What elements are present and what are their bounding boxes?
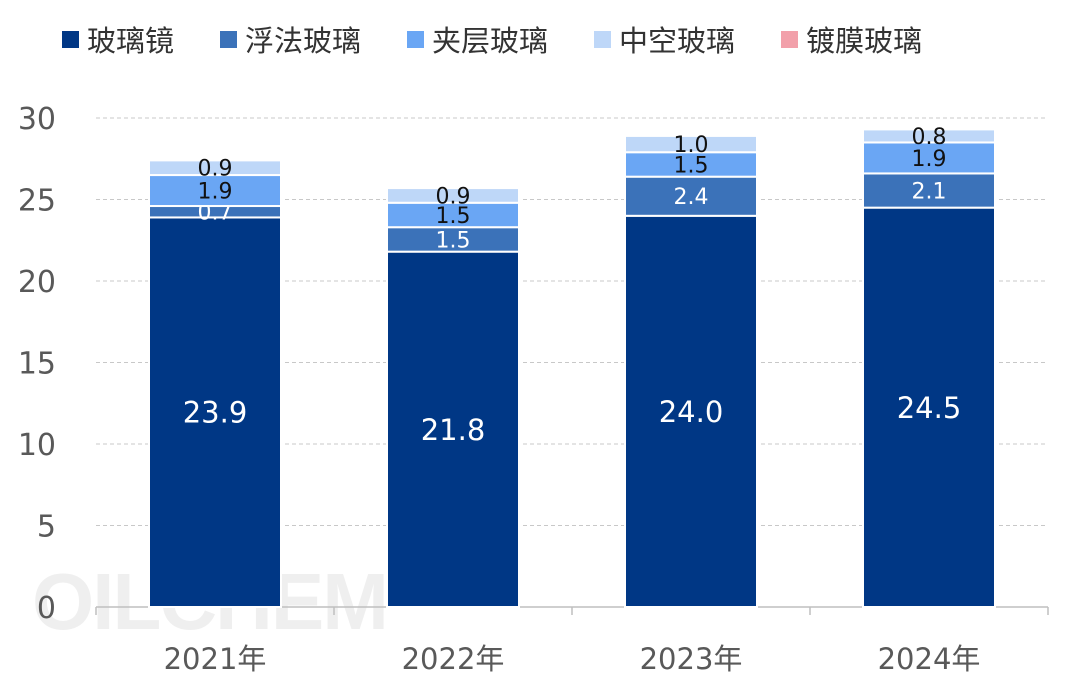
y-tick-label: 20 bbox=[18, 265, 56, 300]
data-label: 1.9 bbox=[912, 147, 947, 172]
bar-segment bbox=[624, 175, 758, 217]
data-label: 2.1 bbox=[912, 179, 947, 204]
data-label: 0.9 bbox=[436, 184, 471, 209]
data-label: 2.4 bbox=[674, 185, 709, 210]
data-label: 0.8 bbox=[912, 125, 947, 150]
legend-item-float-glass: 浮法玻璃 bbox=[220, 18, 361, 60]
bar-segment bbox=[862, 128, 996, 144]
bar-segment bbox=[624, 134, 758, 154]
data-label: 21.8 bbox=[421, 413, 486, 447]
legend-item-coated-glass: 镀膜玻璃 bbox=[781, 18, 922, 60]
y-tick-label: 30 bbox=[18, 102, 56, 137]
legend-swatch bbox=[62, 30, 79, 48]
y-tick-label: 15 bbox=[18, 347, 56, 382]
data-label: 1.5 bbox=[674, 153, 709, 178]
data-label: 24.5 bbox=[897, 391, 962, 425]
legend-swatch bbox=[781, 30, 799, 48]
bar-segment bbox=[862, 206, 996, 608]
bar-segment bbox=[148, 174, 282, 208]
bar-segment bbox=[148, 159, 282, 177]
data-label: 1.0 bbox=[674, 133, 709, 158]
data-label: 23.9 bbox=[183, 396, 248, 430]
y-tick-label: 10 bbox=[18, 428, 56, 463]
bar-segment bbox=[624, 214, 758, 609]
legend-label: 浮法玻璃 bbox=[245, 24, 362, 58]
legend-swatch bbox=[407, 30, 425, 48]
legend-swatch bbox=[594, 30, 612, 48]
legend-label: 玻璃镜 bbox=[87, 24, 175, 58]
legend-label: 夹层玻璃 bbox=[432, 24, 549, 58]
bar-segment bbox=[386, 226, 520, 253]
data-label: 1.9 bbox=[198, 179, 233, 204]
y-tick-label: 0 bbox=[37, 591, 56, 626]
y-tick-label: 5 bbox=[37, 510, 56, 545]
legend-swatch bbox=[220, 30, 238, 48]
data-label: 24.0 bbox=[659, 395, 724, 429]
x-tick-label: 2024年 bbox=[878, 642, 981, 676]
data-label: 1.5 bbox=[436, 228, 471, 253]
x-tick-label: 2023年 bbox=[640, 642, 743, 676]
bar-segment bbox=[148, 216, 282, 608]
legend-item-mirror-glass: 玻璃镜 bbox=[62, 18, 174, 60]
x-tick-label: 2022年 bbox=[402, 642, 505, 676]
x-tick-label: 2021年 bbox=[164, 642, 267, 676]
bar-segment bbox=[862, 172, 996, 209]
y-tick-label: 25 bbox=[18, 184, 56, 219]
legend-item-insulating-glass: 中空玻璃 bbox=[594, 18, 735, 60]
legend-label: 中空玻璃 bbox=[619, 24, 736, 58]
data-label: 0.9 bbox=[198, 157, 233, 182]
legend: 玻璃镜 浮法玻璃 夹层玻璃 中空玻璃 镀膜玻璃 bbox=[62, 18, 968, 60]
legend-item-laminated-glass: 夹层玻璃 bbox=[407, 18, 548, 60]
bar-segment bbox=[386, 201, 520, 229]
data-label: 1.5 bbox=[436, 204, 471, 229]
legend-label: 镀膜玻璃 bbox=[806, 24, 923, 58]
bar-segment bbox=[386, 250, 520, 608]
bar-segment bbox=[386, 187, 520, 204]
